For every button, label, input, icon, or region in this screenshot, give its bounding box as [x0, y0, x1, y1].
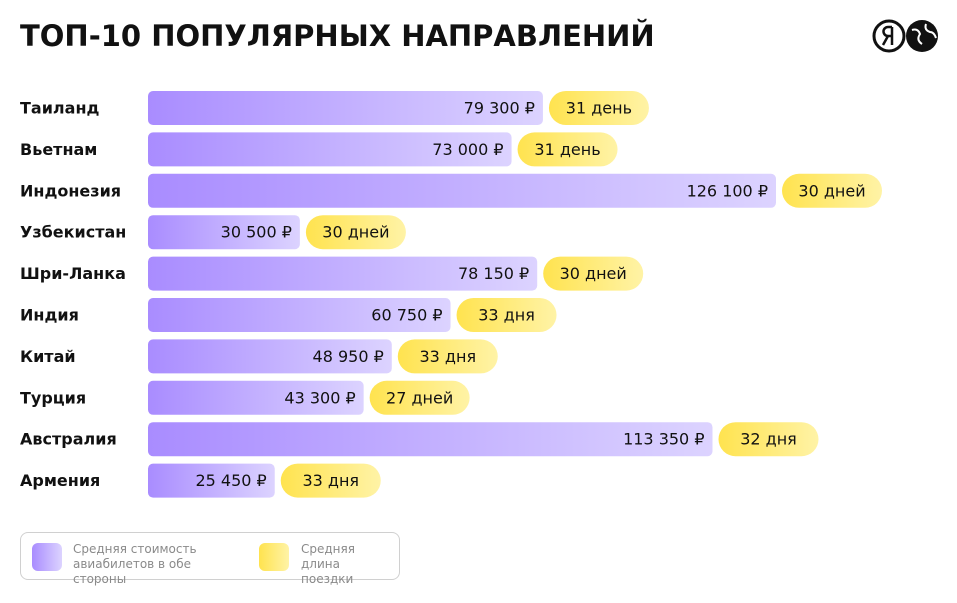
duration-badge [456, 298, 557, 332]
legend-label: Средняя длина поездки [301, 542, 355, 586]
category-label: Вьетнам [20, 140, 97, 159]
value-label: 79 300 ₽ [464, 99, 535, 118]
bar [148, 380, 364, 415]
category-label: Турция [20, 388, 86, 407]
duration-label: 33 дня [419, 347, 476, 366]
category-label: Шри-Ланка [20, 264, 126, 283]
bar [148, 256, 538, 291]
duration-label: 33 дня [302, 471, 359, 490]
category-label: Узбекистан [20, 223, 126, 242]
duration-label: 33 дня [478, 306, 535, 325]
chart-title: ТОП-10 ПОПУЛЯРНЫХ НАПРАВЛЕНИЙ [20, 19, 655, 53]
legend-label: Средняя стоимость авиабилетов в обе стор… [73, 542, 197, 586]
bar [148, 91, 543, 125]
value-label: 113 350 ₽ [623, 430, 704, 449]
legend: Средняя стоимость авиабилетов в обе стор… [20, 532, 400, 586]
duration-badge [718, 422, 819, 457]
value-label: 60 750 ₽ [371, 306, 442, 325]
duration-badge [369, 380, 470, 415]
duration-label: 30 дней [798, 181, 865, 200]
category-label: Китай [20, 347, 76, 366]
legend-swatch [32, 543, 62, 571]
bar [148, 339, 392, 374]
category-label: Индия [20, 306, 79, 325]
duration-badge [397, 339, 498, 374]
category-label: Армения [20, 471, 100, 490]
duration-label: 27 дней [386, 388, 453, 407]
legend-swatch [259, 543, 289, 571]
bar [148, 132, 512, 167]
category-label: Таиланд [20, 99, 99, 118]
duration-label: 31 день [566, 99, 632, 118]
value-label: 48 950 ₽ [313, 347, 384, 366]
bar [148, 422, 713, 457]
duration-label: 31 день [534, 140, 600, 159]
logo [872, 19, 938, 53]
bar [148, 298, 451, 332]
duration-label: 30 дней [322, 223, 389, 242]
duration-badge [543, 256, 644, 291]
duration-badge [782, 173, 882, 208]
duration-badge [517, 132, 618, 167]
value-label: 73 000 ₽ [432, 140, 503, 159]
value-label: 43 300 ₽ [284, 388, 355, 407]
bar [148, 215, 300, 250]
duration-badge [548, 91, 649, 125]
duration-badge [305, 215, 406, 250]
value-label: 126 100 ₽ [687, 181, 768, 200]
chart: ТОП-10 ПОПУЛЯРНЫХ НАПРАВЛЕНИЙ Таиланд 79 … [20, 19, 938, 498]
category-label: Австралия [20, 430, 117, 449]
duration-label: 30 дней [560, 264, 627, 283]
value-label: 30 500 ₽ [221, 223, 292, 242]
value-label: 25 450 ₽ [195, 471, 266, 490]
category-label: Индонезия [20, 181, 121, 200]
bar [148, 463, 275, 498]
value-label: 78 150 ₽ [458, 264, 529, 283]
duration-badge [280, 463, 381, 498]
bar [148, 173, 776, 208]
duration-label: 32 дня [740, 430, 797, 449]
